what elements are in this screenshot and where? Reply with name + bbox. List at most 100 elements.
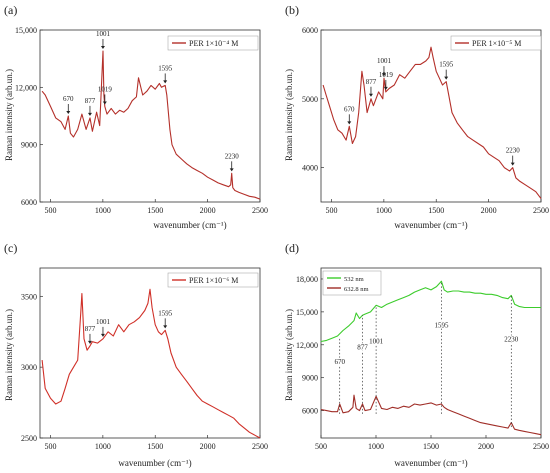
legend-label: PER 1×10⁻⁵ M bbox=[472, 39, 521, 48]
x-tick-label: 1500 bbox=[423, 442, 439, 451]
panel-c: (c) Raman intensity (arb.un.) wavenumber… bbox=[4, 241, 268, 468]
y-axis-label: Raman intensity (arb.un.) bbox=[284, 69, 294, 161]
peak-label: 1595 bbox=[158, 309, 173, 317]
panel-a: (a) Raman intensity (arb.un.) wavenumber… bbox=[4, 3, 268, 230]
y-tick-label: 5000 bbox=[302, 95, 318, 104]
x-tick-label: 2500 bbox=[252, 442, 268, 451]
panel-b: (b) Raman intensity (arb.un.) wavenumber… bbox=[284, 3, 549, 230]
x-tick-label: 1500 bbox=[428, 206, 444, 215]
y-axis-label: Raman intensity (arb.un.) bbox=[4, 69, 14, 161]
x-tick-label: 1000 bbox=[368, 442, 384, 451]
peak-arrowhead bbox=[87, 112, 92, 116]
plot-frame bbox=[39, 267, 261, 439]
legend-label: 532 nm bbox=[344, 276, 364, 283]
x-tick-label: 1500 bbox=[147, 206, 163, 215]
x-tick-label: 500 bbox=[44, 442, 56, 451]
peak-arrowhead bbox=[383, 86, 388, 90]
peak-label: 2230 bbox=[506, 147, 521, 155]
x-tick-label: 500 bbox=[315, 442, 327, 451]
peak-label: 877 bbox=[357, 344, 368, 352]
peak-arrowhead bbox=[100, 333, 105, 337]
y-axis-label: Raman intensity (arb.un.) bbox=[284, 309, 294, 401]
peak-label: 1595 bbox=[434, 322, 449, 330]
peak-arrowhead bbox=[444, 76, 449, 80]
series-line-1 bbox=[322, 46, 542, 199]
panel-letter: (c) bbox=[4, 241, 17, 255]
series-line-1 bbox=[320, 280, 541, 343]
x-tick-label: 2000 bbox=[200, 206, 216, 215]
x-tick-label: 2000 bbox=[200, 442, 216, 451]
peak-label: 1595 bbox=[439, 61, 454, 69]
peak-arrowhead bbox=[100, 46, 105, 50]
y-tick-label: 6000 bbox=[302, 26, 318, 35]
peak-label: 2230 bbox=[504, 335, 519, 343]
peak-arrowhead bbox=[66, 111, 71, 114]
x-tick-label: 1500 bbox=[147, 442, 163, 451]
peak-arrowhead bbox=[347, 121, 352, 125]
peak-arrowhead bbox=[87, 340, 92, 344]
x-tick-label: 2000 bbox=[481, 206, 497, 215]
legend-box bbox=[450, 35, 542, 51]
y-tick-label: 3000 bbox=[21, 363, 37, 372]
x-tick-label: 1000 bbox=[95, 206, 111, 215]
legend-label: 632.8 nm bbox=[344, 286, 369, 293]
x-tick-label: 2500 bbox=[533, 206, 549, 215]
x-tick-label: 2000 bbox=[478, 442, 494, 451]
x-axis-label: wavenumber (cm⁻¹) bbox=[394, 458, 467, 468]
panel-d: (d) Raman intensity (arb.un.) wavenumber… bbox=[284, 241, 549, 468]
peak-label: 670 bbox=[63, 95, 74, 103]
y-tick-label: 4000 bbox=[302, 164, 318, 173]
x-axis-label: wavenumber (cm⁻¹) bbox=[153, 220, 226, 230]
series-line-2 bbox=[320, 394, 542, 436]
peak-label: 1019 bbox=[98, 85, 113, 93]
legend-label: PER 1×10⁻⁴ M bbox=[189, 39, 238, 48]
panel-letter: (b) bbox=[285, 3, 299, 17]
y-tick-label: 3500 bbox=[21, 292, 37, 301]
series-line-1 bbox=[41, 50, 261, 200]
y-tick-label: 15,000 bbox=[15, 26, 37, 35]
peak-label: 670 bbox=[344, 105, 355, 113]
peak-label: 670 bbox=[334, 358, 345, 366]
peak-label: 877 bbox=[366, 78, 377, 86]
peak-label: 1001 bbox=[369, 337, 384, 345]
y-tick-label: 12,000 bbox=[296, 341, 318, 350]
x-tick-label: 500 bbox=[325, 206, 337, 215]
x-tick-label: 2500 bbox=[533, 442, 549, 451]
y-tick-label: 9000 bbox=[21, 141, 37, 150]
plot-frame bbox=[39, 29, 261, 203]
series-line-1 bbox=[41, 288, 261, 439]
legend-box bbox=[167, 272, 259, 288]
x-tick-label: 500 bbox=[44, 206, 56, 215]
panel-letter: (a) bbox=[4, 3, 17, 17]
y-axis-label: Raman intensity (arb.un.) bbox=[4, 309, 14, 401]
peak-label: 1001 bbox=[377, 57, 392, 65]
peak-arrowhead bbox=[510, 162, 515, 166]
x-axis-label: wavenumber (cm⁻¹) bbox=[118, 458, 191, 468]
peak-label: 877 bbox=[85, 325, 96, 333]
peak-label: 877 bbox=[85, 97, 96, 105]
plot-frame bbox=[320, 29, 542, 203]
x-tick-label: 2500 bbox=[252, 206, 268, 215]
y-tick-label: 12,000 bbox=[15, 83, 37, 92]
peak-arrowhead bbox=[163, 80, 168, 84]
peak-arrowhead bbox=[163, 325, 168, 329]
peak-arrowhead bbox=[381, 73, 386, 77]
peak-arrowhead bbox=[102, 101, 107, 105]
panel-letter: (d) bbox=[285, 241, 299, 255]
peak-arrowhead bbox=[229, 168, 234, 172]
y-tick-label: 15,000 bbox=[296, 308, 318, 317]
peak-label: 1019 bbox=[379, 71, 394, 79]
legend-label: PER 1×10⁻⁶ M bbox=[189, 276, 238, 285]
y-tick-label: 2500 bbox=[21, 434, 37, 443]
x-tick-label: 1000 bbox=[95, 442, 111, 451]
x-axis-label: wavenumber (cm⁻¹) bbox=[394, 220, 467, 230]
y-tick-label: 18,000 bbox=[296, 275, 318, 284]
y-tick-label: 9000 bbox=[302, 374, 318, 383]
peak-arrowhead bbox=[368, 93, 373, 97]
peak-label: 1001 bbox=[96, 318, 111, 326]
peak-label: 1001 bbox=[96, 30, 111, 38]
peak-label: 1595 bbox=[158, 64, 173, 72]
legend-box bbox=[167, 35, 259, 51]
x-tick-label: 1000 bbox=[376, 206, 392, 215]
y-tick-label: 6000 bbox=[21, 198, 37, 207]
